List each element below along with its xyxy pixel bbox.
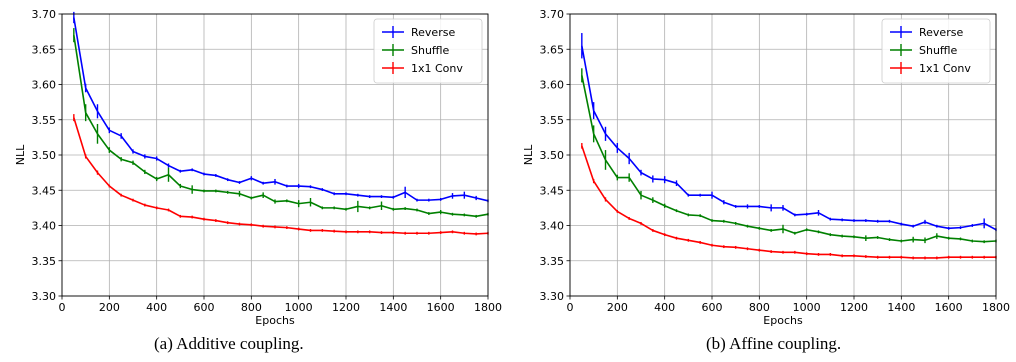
x-tick-label: 200 xyxy=(607,301,628,314)
x-axis-label: Epochs xyxy=(763,314,803,327)
y-tick-label: 3.30 xyxy=(540,290,565,303)
plot-frame xyxy=(61,13,489,297)
y-axis-label: NLL xyxy=(14,144,27,165)
y-tick-label: 3.70 xyxy=(540,8,565,21)
legend-item: Shuffle xyxy=(382,44,450,57)
y-tick-label: 3.35 xyxy=(540,255,565,268)
x-tick-label: 800 xyxy=(749,301,770,314)
series-line xyxy=(73,17,489,202)
y-axis-label: NLL xyxy=(522,144,535,165)
y-tick-label: 3.45 xyxy=(32,184,57,197)
y-tick-label: 3.70 xyxy=(32,8,57,21)
x-tick-label: 1200 xyxy=(332,301,360,314)
y-tick-label: 3.40 xyxy=(32,220,57,233)
y-tick-label: 3.55 xyxy=(32,114,57,127)
x-tick-label: 1400 xyxy=(887,301,915,314)
series-line xyxy=(73,35,489,218)
x-tick-label: 1400 xyxy=(379,301,407,314)
series-reverse xyxy=(581,33,997,232)
y-tick-label: 3.45 xyxy=(540,184,565,197)
series-shuffle xyxy=(73,28,489,218)
legend-label: Shuffle xyxy=(411,44,450,57)
x-tick-label: 0 xyxy=(59,301,66,314)
y-tick-label: 3.35 xyxy=(32,255,57,268)
legend-item: Shuffle xyxy=(890,44,958,57)
y-tick-label: 3.50 xyxy=(540,149,565,162)
series-1x1-conv xyxy=(73,114,489,236)
y-tick-label: 3.60 xyxy=(540,79,565,92)
x-tick-label: 600 xyxy=(702,301,723,314)
x-tick-label: 200 xyxy=(99,301,120,314)
legend-item: Reverse xyxy=(382,26,455,39)
chart-affine-coupling: 0 200 400 600 800 1000 1200 1400 1600 1800 3.30 3.3… xyxy=(508,0,1016,330)
legend-label: Reverse xyxy=(919,26,963,39)
y-tick-label: 3.50 xyxy=(32,149,57,162)
x-tick-label: 400 xyxy=(654,301,675,314)
legend-box xyxy=(373,18,483,84)
legend-item: 1x1 Conv xyxy=(382,62,463,75)
y-tick-label: 3.30 xyxy=(32,290,57,303)
legend-label: Shuffle xyxy=(919,44,958,57)
x-tick-label: 1000 xyxy=(285,301,313,314)
series-line xyxy=(581,75,997,243)
legend: Reverse Shuffle 1x1 Conv xyxy=(373,18,483,84)
legend-item: 1x1 Conv xyxy=(890,62,971,75)
series-line xyxy=(581,45,997,231)
x-tick-label: 800 xyxy=(241,301,262,314)
legend-label: Reverse xyxy=(411,26,455,39)
legend-item: Reverse xyxy=(890,26,963,39)
plot-frame xyxy=(569,13,997,297)
x-tick-label: 1600 xyxy=(935,301,963,314)
legend-box xyxy=(881,18,991,84)
chart-additive-coupling: 0 200 400 600 800 1000 1200 1400 1600 1800 3.30 3.3… xyxy=(0,0,508,330)
legend-label: 1x1 Conv xyxy=(411,62,463,75)
series-reverse xyxy=(73,11,489,203)
x-tick-label: 1000 xyxy=(793,301,821,314)
y-tick-label: 3.65 xyxy=(540,43,565,56)
legend-label: 1x1 Conv xyxy=(919,62,971,75)
legend: Reverse Shuffle 1x1 Conv xyxy=(881,18,991,84)
caption-additive: (a) Additive coupling. xyxy=(154,334,304,353)
x-tick-label: 600 xyxy=(194,301,215,314)
y-tick-label: 3.55 xyxy=(540,114,565,127)
y-tick-label: 3.65 xyxy=(32,43,57,56)
x-tick-label: 1800 xyxy=(474,301,502,314)
series-1x1-conv xyxy=(581,143,997,260)
x-tick-label: 400 xyxy=(146,301,167,314)
caption-affine: (b) Affine coupling. xyxy=(706,334,842,353)
x-axis-label: Epochs xyxy=(255,314,295,327)
y-tick-label: 3.40 xyxy=(540,220,565,233)
y-tick-label: 3.60 xyxy=(32,79,57,92)
x-tick-label: 1200 xyxy=(840,301,868,314)
series-line xyxy=(73,117,489,235)
series-line xyxy=(581,145,996,259)
x-tick-label: 0 xyxy=(567,301,574,314)
x-tick-label: 1600 xyxy=(427,301,455,314)
x-tick-label: 1800 xyxy=(982,301,1010,314)
